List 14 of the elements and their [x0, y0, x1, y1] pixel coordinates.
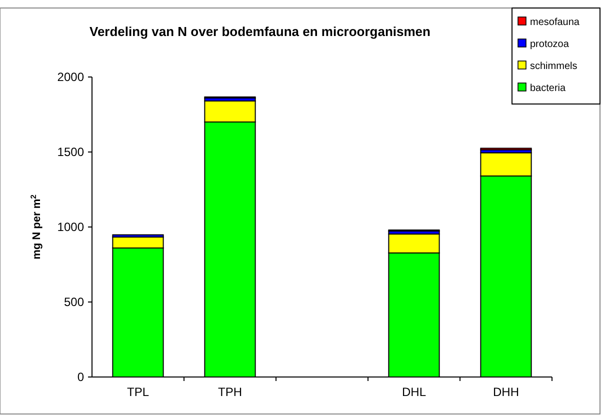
- x-tick-label: DHH: [493, 385, 519, 399]
- y-tick-label: 500: [64, 295, 84, 309]
- y-tick-label: 1500: [57, 145, 84, 159]
- legend-label: bacteria: [530, 83, 566, 94]
- x-tick-label: TPL: [126, 385, 150, 399]
- chart-title: Verdeling van N over bodemfauna en microorganismen: [90, 24, 431, 39]
- legend-label: protozoa: [530, 39, 570, 50]
- x-tick-label: TPH: [218, 385, 242, 399]
- legend-label: schimmels: [530, 61, 578, 72]
- y-tick-label: 1000: [57, 220, 84, 234]
- legend-label: mesofauna: [530, 17, 580, 28]
- y-tick-label: 2000: [57, 70, 84, 84]
- x-tick-label: DHL: [402, 385, 426, 399]
- y-tick-label: 0: [77, 370, 84, 384]
